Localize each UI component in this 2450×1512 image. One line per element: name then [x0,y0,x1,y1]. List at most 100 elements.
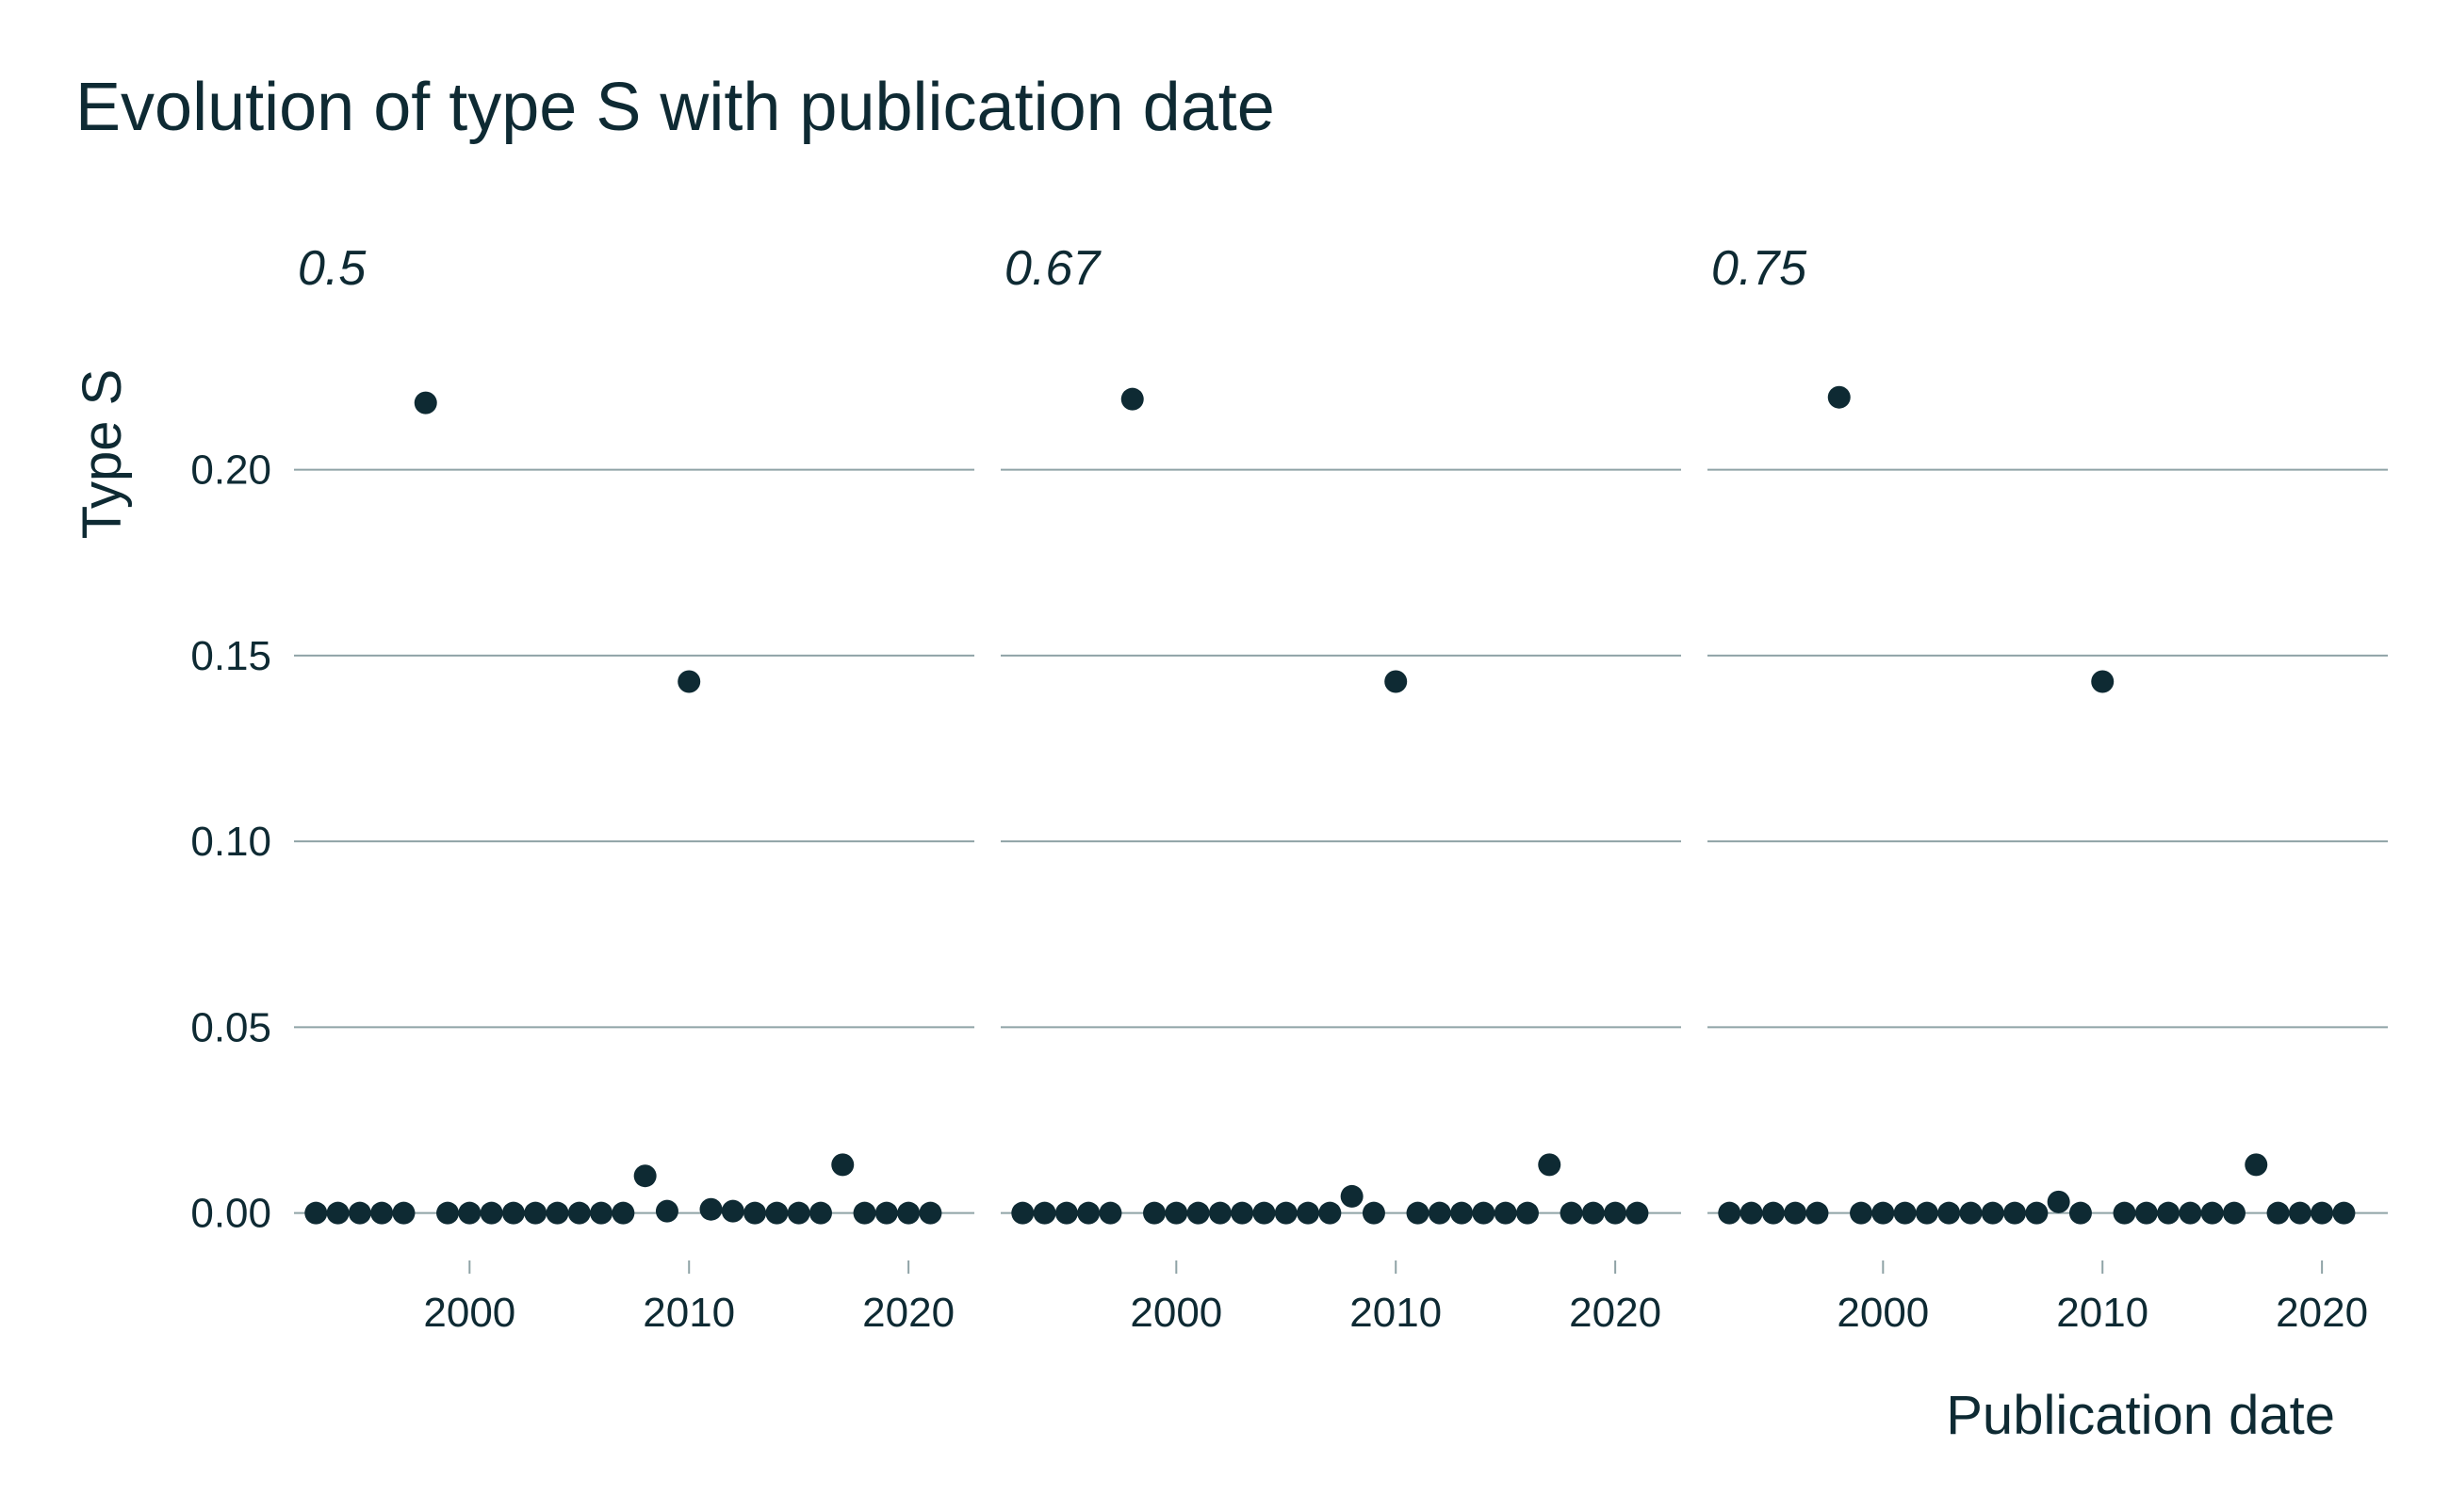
x-tick-label: 2020 [862,1290,955,1336]
data-point [678,670,701,693]
data-point [1937,1201,1961,1225]
y-tick-label: 0.15 [190,633,271,679]
y-tick-label: 0.10 [190,819,271,865]
data-point [1604,1201,1627,1225]
x-tick-label: 2010 [2056,1290,2148,1336]
data-point [2222,1201,2246,1225]
data-point [1297,1201,1320,1225]
data-point [1450,1201,1474,1225]
data-point [2091,670,2115,693]
data-point [1406,1201,1429,1225]
data-point [392,1201,416,1225]
data-point [1850,1201,1873,1225]
data-point [1805,1201,1829,1225]
x-axis-title: Publication date [1946,1385,2335,1446]
x-tick-label: 2000 [423,1290,515,1336]
facet-panel: 0.67 2000 2010 2020 [1001,241,1681,1336]
data-point [1981,1201,2004,1225]
facet-label: 0.5 [298,241,367,296]
y-tick-label: 0.20 [190,447,271,494]
data-point [1538,1153,1561,1177]
y-tick-label: 0.00 [190,1191,271,1237]
data-point [1827,385,1851,409]
facet-panel: 0.5 2000 2010 2020 [294,241,974,1336]
y-tick-label: 0.05 [190,1004,271,1050]
data-point [612,1201,635,1225]
data-point [1428,1201,1451,1225]
data-point [1011,1201,1035,1225]
data-point [1274,1201,1298,1225]
data-point [831,1153,855,1177]
data-point [590,1201,613,1225]
data-point [1120,387,1144,411]
data-point [1893,1201,1917,1225]
data-point [1033,1201,1056,1225]
data-point [655,1199,678,1223]
data-point [326,1201,350,1225]
data-point [633,1164,657,1188]
data-point [699,1197,723,1221]
data-point [1560,1201,1583,1225]
facet-label: 0.67 [1004,241,1102,296]
x-tick-label: 2010 [643,1290,735,1336]
data-point [480,1201,503,1225]
data-point [2332,1201,2356,1225]
data-point [1472,1201,1495,1225]
data-point [1784,1201,1807,1225]
data-point [414,391,437,415]
x-tick-label: 2010 [1349,1290,1442,1336]
data-point [2047,1190,2070,1213]
data-point [743,1201,767,1225]
y-tick-labels: 0.00 0.05 0.10 0.15 0.20 [190,447,271,1237]
data-point [1186,1201,1210,1225]
data-point [919,1201,942,1225]
data-point [1740,1201,1763,1225]
data-point [1625,1201,1649,1225]
data-point [2068,1201,2092,1225]
data-point [2266,1201,2290,1225]
data-point [2245,1153,2268,1177]
data-point [501,1201,525,1225]
data-point [1959,1201,1983,1225]
data-point [2025,1201,2049,1225]
data-point [787,1201,810,1225]
data-point [1384,670,1408,693]
data-point [1208,1201,1232,1225]
data-point [2157,1201,2180,1225]
data-point [304,1201,328,1225]
y-axis-title: Type S [72,369,133,540]
x-tick-label: 2020 [1569,1290,1661,1336]
data-point [524,1201,547,1225]
data-point [348,1201,371,1225]
data-point [1231,1201,1254,1225]
x-tick-label: 2000 [1837,1290,1929,1336]
data-point [1099,1201,1122,1225]
data-point [721,1199,744,1223]
data-point [370,1201,394,1225]
data-point [546,1201,569,1225]
data-point [567,1201,591,1225]
data-point [458,1201,482,1225]
data-point [897,1201,921,1225]
x-tick-label: 2020 [2276,1290,2368,1336]
data-point [1165,1201,1188,1225]
data-point [1077,1201,1101,1225]
facet-label: 0.75 [1711,241,1807,296]
data-point [436,1201,460,1225]
data-point [2311,1201,2334,1225]
data-point [808,1201,832,1225]
data-point [2288,1201,2311,1225]
data-point [765,1201,789,1225]
data-point [2113,1201,2136,1225]
data-point [1871,1201,1895,1225]
data-point [1362,1201,1385,1225]
facets: 0.5 2000 2010 2020 0.67 2000 2010 2020 0.75 2000 2… [294,241,2388,1336]
data-point [2200,1201,2224,1225]
chart-title: Evolution of type S with publication dat… [75,70,1275,145]
data-point [1494,1201,1517,1225]
data-point [2134,1201,2158,1225]
x-tick-label: 2000 [1130,1290,1222,1336]
data-point [2179,1201,2202,1225]
